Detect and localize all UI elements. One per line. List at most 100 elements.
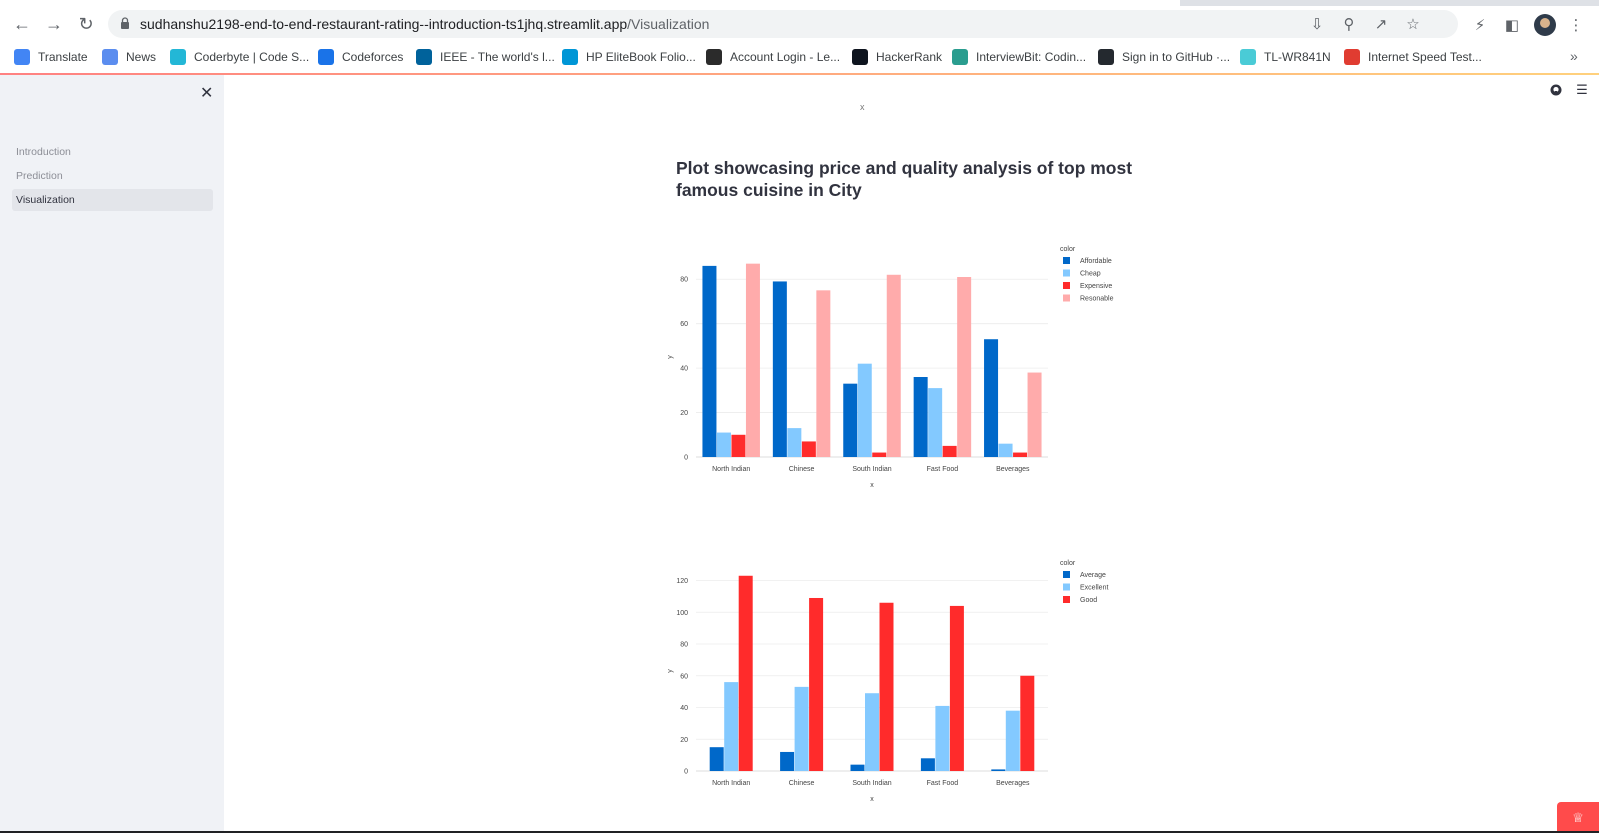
bookmark-item[interactable]: HackerRank [852,48,942,66]
bookmark-item[interactable]: Translate [14,48,88,66]
close-sidebar-icon[interactable]: ✕ [200,85,214,102]
install-app-icon[interactable]: ⇩ [1310,16,1324,33]
bar [935,705,950,771]
reload-icon[interactable]: ↻ [78,13,94,34]
y-tick-label: 120 [676,578,688,585]
bookmark-item[interactable]: News [102,48,156,66]
github-icon[interactable] [1549,83,1563,97]
sidebar: ✕ Introduction Prediction Visualization [0,75,224,833]
legend-title: color [1060,560,1076,567]
bookmark-item[interactable]: TL-WR841N [1240,48,1331,66]
legend-swatch [1063,583,1070,591]
x-tick-label: South Indian [852,780,891,787]
back-arrow-icon[interactable]: ← [13,13,31,34]
sidebar-item-label: Prediction [16,170,63,182]
bookmark-item[interactable]: Codeforces [318,48,403,66]
y-tick-label: 20 [680,410,688,417]
sidebar-item-introduction[interactable]: Introduction [12,141,213,163]
speedtest-icon [1344,49,1360,65]
tab-strip [0,0,1599,6]
x-tick-label: North Indian [712,466,750,473]
zoom-icon[interactable]: ⚲ [1343,16,1355,33]
address-bar[interactable]: sudhanshu2198-end-to-end-restaurant-rati… [108,10,1458,38]
menu-kebab-icon[interactable]: ⋮ [1568,17,1584,34]
active-tab[interactable] [0,0,1180,6]
sidebar-item-label: Introduction [16,146,71,158]
bookmark-label: HackerRank [876,50,943,64]
bookmark-label: InterviewBit: Codin... [976,50,1087,64]
bar [1013,452,1028,457]
forward-arrow-icon[interactable]: → [45,13,63,34]
bookmark-item[interactable]: Sign in to GitHub ·... [1098,48,1230,66]
legend-entry: Good [1080,597,1097,604]
bookmark-label: Coderbyte | Code S... [194,50,310,64]
bookmark-label: HP EliteBook Folio... [586,50,696,64]
bookmark-star-icon[interactable]: ☆ [1406,16,1420,33]
url-host: sudhanshu2198-end-to-end-restaurant-rati… [140,16,628,32]
main-content: ☰ x Plot showcasing price and quality an… [224,75,1599,833]
bookmark-item[interactable]: HP EliteBook Folio... [562,48,696,66]
legend-swatch [1063,294,1070,302]
bar [787,428,802,457]
x-tick-label: North Indian [712,780,750,787]
bar [998,443,1013,457]
bookmark-item[interactable]: IEEE - The world's l... [416,48,555,66]
bookmark-label: News [126,50,157,64]
sidebar-item-visualization[interactable]: Visualization [12,189,213,211]
bookmark-item[interactable]: InterviewBit: Codin... [952,48,1086,66]
y-tick-label: 60 [680,673,688,680]
x-tick-label: South Indian [852,466,891,473]
bar [913,377,928,457]
page-title: Plot showcasing price and quality analys… [676,158,1133,200]
bookmark-item[interactable]: Internet Speed Test... [1344,48,1482,66]
bookmark-item[interactable]: Account Login - Le... [706,48,840,66]
sidebar-nav: Introduction Prediction Visualization [12,141,213,213]
lock-icon[interactable] [120,17,130,29]
legend-swatch [1063,269,1070,277]
x-axis-label: x [870,482,874,489]
legend-title: color [1060,246,1076,253]
hp-icon [562,49,578,65]
bar [702,265,717,457]
y-tick-label: 0 [684,455,688,462]
bar [816,290,831,457]
x-tick-label: Beverages [996,780,1030,787]
x-axis-label: x [870,796,874,803]
price-chart: 0 20 40 60 80 North Indian Chinese South Indian… [660,243,1130,493]
x-tick-label: Fast Food [927,780,959,787]
bookmark-label: IEEE - The world's l... [440,50,555,64]
legend-entry: Excellent [1080,585,1108,592]
legend-entry: Average [1080,572,1106,579]
bar [879,602,894,771]
y-tick-label: 80 [680,642,688,649]
browser-chrome: ← → ↻ sudhanshu2198-end-to-end-restauran… [0,0,1599,75]
streamlit-header-line [0,73,1599,75]
bar [1027,372,1042,457]
share-icon[interactable]: ↗ [1374,16,1388,33]
bar [928,388,943,457]
google-news-icon [102,49,118,65]
sidebar-item-prediction[interactable]: Prediction [12,165,213,187]
bar [731,434,746,457]
streamlit-crown-icon[interactable]: ♕ [1557,802,1599,833]
bar [794,686,809,771]
profile-avatar[interactable] [1534,14,1556,36]
side-panel-icon[interactable]: ◧ [1504,17,1520,34]
url-text[interactable]: sudhanshu2198-end-to-end-restaurant-rati… [140,16,709,32]
hamburger-menu-icon[interactable]: ☰ [1576,82,1588,97]
bookmark-item[interactable]: Coderbyte | Code S... [170,48,309,66]
bookmark-label: Codeforces [342,50,404,64]
x-tick-label: Beverages [996,466,1030,473]
bookmark-label: Account Login - Le... [730,50,841,64]
bookmark-label: TL-WR841N [1264,50,1331,64]
legend-entry: Cheap [1080,271,1101,278]
bookmarks-overflow-icon[interactable]: » [1570,48,1578,64]
extension-icon[interactable]: ⚡ [1474,17,1486,34]
x-tick-label: Fast Food [927,466,959,473]
y-tick-label: 0 [684,769,688,776]
navigation-bar: ← → ↻ sudhanshu2198-end-to-end-restauran… [0,6,1599,42]
bar [738,575,753,771]
legend-swatch [1063,596,1070,603]
interviewbit-icon [952,49,968,65]
legend-swatch [1063,257,1070,264]
